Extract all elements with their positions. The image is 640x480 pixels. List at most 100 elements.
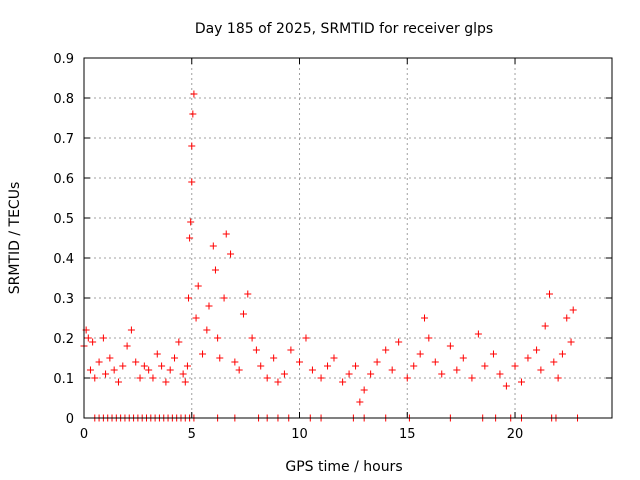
data-point xyxy=(330,354,338,362)
data-point xyxy=(123,342,131,350)
data-point xyxy=(187,218,195,226)
data-point xyxy=(248,334,256,342)
data-point xyxy=(550,358,558,366)
data-point xyxy=(99,334,107,342)
data-point xyxy=(541,322,549,330)
data-point xyxy=(373,358,381,366)
data-point xyxy=(421,314,429,322)
data-point xyxy=(403,374,411,382)
data-point xyxy=(257,362,265,370)
x-tick-label: 15 xyxy=(399,427,416,442)
data-point xyxy=(194,282,202,290)
data-point xyxy=(189,110,197,118)
data-point xyxy=(446,342,454,350)
data-point xyxy=(388,366,396,374)
data-point xyxy=(89,338,97,346)
data-point xyxy=(474,330,482,338)
plot-background xyxy=(84,58,612,418)
data-point xyxy=(106,354,114,362)
data-point xyxy=(203,326,211,334)
data-point xyxy=(95,358,103,366)
data-point xyxy=(468,374,476,382)
y-tick-label: 0.6 xyxy=(53,172,74,187)
data-point xyxy=(239,310,247,318)
x-tick-label: 10 xyxy=(291,427,308,442)
data-point xyxy=(162,378,170,386)
gridlines xyxy=(84,58,612,418)
data-point xyxy=(438,370,446,378)
data-point xyxy=(537,366,545,374)
data-point xyxy=(140,362,148,370)
plot-frame xyxy=(83,57,613,419)
data-point xyxy=(459,354,467,362)
y-tick-label: 0.8 xyxy=(53,92,74,107)
data-point xyxy=(360,386,368,394)
data-point xyxy=(179,370,187,378)
data-point xyxy=(517,378,525,386)
x-axis-label: GPS time / hours xyxy=(285,459,402,475)
data-point xyxy=(145,366,153,374)
data-point xyxy=(211,266,219,274)
data-point xyxy=(84,334,92,342)
chart-title: Day 185 of 2025, SRMTID for receiver glp… xyxy=(195,21,493,37)
tick-labels: 0 0.1 0.2 0.3 0.4 0.5 0.6 0.7 0.8 0.9 0 5 10 15 20 xyxy=(53,52,523,442)
data-point xyxy=(274,378,282,386)
data-point xyxy=(171,354,179,362)
data-point xyxy=(339,378,347,386)
x-tick-label: 0 xyxy=(80,427,88,442)
data-point xyxy=(119,362,127,370)
data-point xyxy=(287,346,295,354)
data-point xyxy=(136,374,144,382)
y-tick-label: 0.7 xyxy=(53,132,74,147)
x-tick-label: 5 xyxy=(188,427,196,442)
data-point xyxy=(302,334,310,342)
data-point xyxy=(192,314,200,322)
data-point xyxy=(308,366,316,374)
data-point xyxy=(563,314,571,322)
data-point xyxy=(91,374,99,382)
data-point xyxy=(481,362,489,370)
x-tick-label: 20 xyxy=(507,427,524,442)
data-point xyxy=(149,374,157,382)
data-point xyxy=(324,362,332,370)
y-tick-label: 0.2 xyxy=(53,332,74,347)
data-point xyxy=(132,358,140,366)
data-point xyxy=(496,370,504,378)
data-point xyxy=(345,370,353,378)
data-point xyxy=(166,366,174,374)
data-point xyxy=(554,374,562,382)
data-point xyxy=(231,358,239,366)
data-point xyxy=(209,242,217,250)
data-point xyxy=(183,362,191,370)
y-tick-label: 0 xyxy=(66,412,74,427)
data-point xyxy=(220,294,228,302)
data-point xyxy=(280,370,288,378)
data-point xyxy=(416,350,424,358)
data-point xyxy=(356,398,364,406)
y-tick-label: 0.3 xyxy=(53,292,74,307)
y-tick-label: 0.5 xyxy=(53,212,74,227)
data-point xyxy=(558,350,566,358)
data-point xyxy=(395,338,403,346)
data-point xyxy=(186,234,194,242)
data-point xyxy=(453,366,461,374)
data-point xyxy=(227,250,235,258)
y-tick-label: 0.9 xyxy=(53,52,74,67)
data-point xyxy=(222,230,230,238)
data-point xyxy=(216,354,224,362)
data-point xyxy=(569,306,577,314)
data-point xyxy=(431,358,439,366)
data-point xyxy=(533,346,541,354)
data-point xyxy=(188,178,196,186)
data-point xyxy=(214,334,222,342)
data-point xyxy=(524,354,532,362)
data-point xyxy=(153,350,161,358)
data-point xyxy=(252,346,260,354)
data-point xyxy=(296,358,304,366)
data-point xyxy=(181,378,189,386)
data-point xyxy=(317,374,325,382)
data-point xyxy=(244,290,252,298)
data-point xyxy=(546,290,554,298)
data-point xyxy=(199,350,207,358)
